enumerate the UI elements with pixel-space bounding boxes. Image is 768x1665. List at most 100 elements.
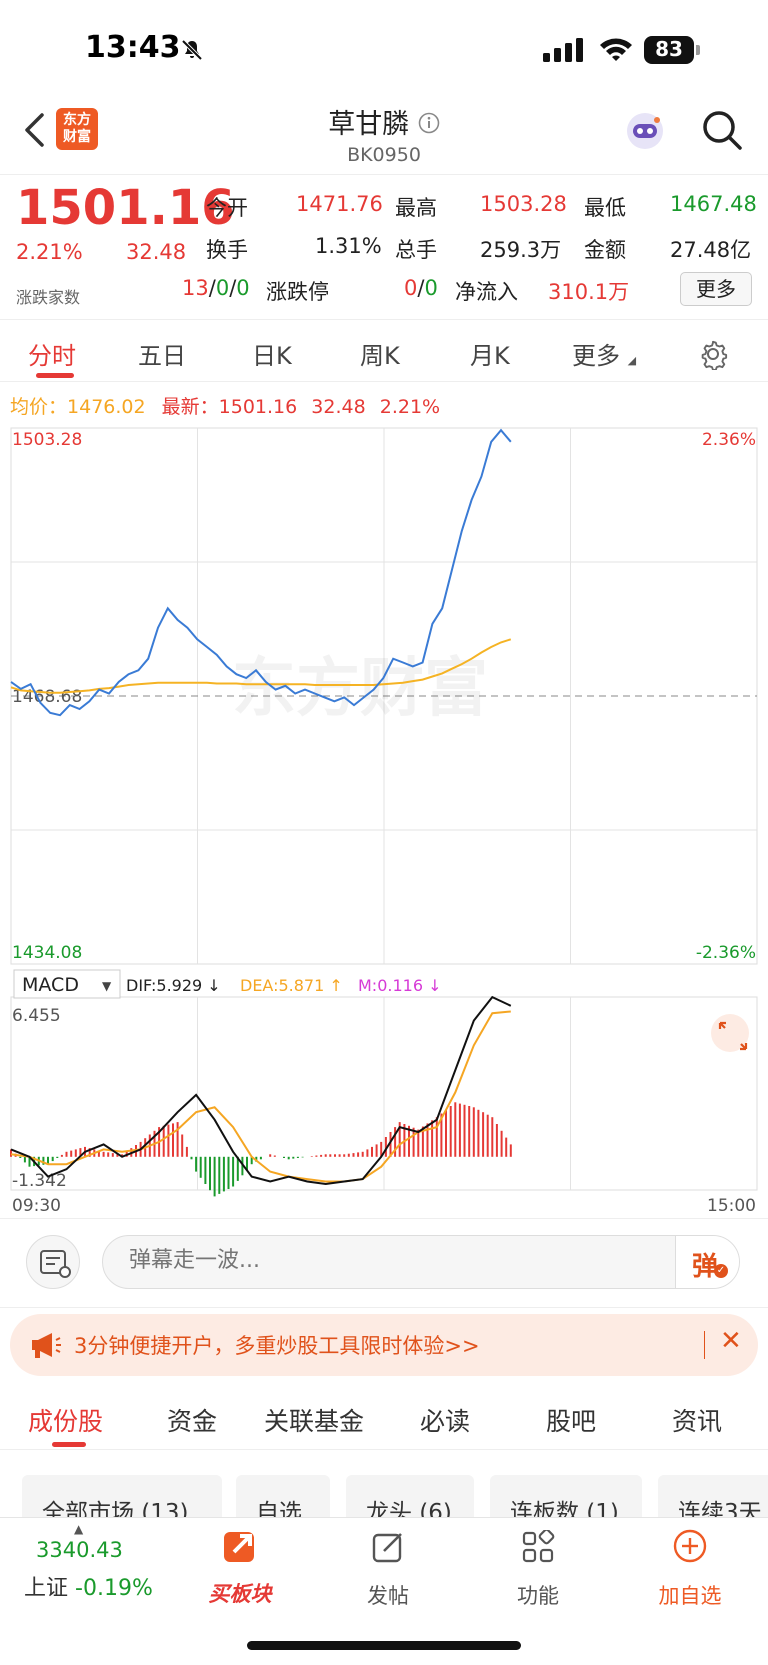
intraday-chart[interactable]: 1503.28 2.36% 1468.68 1434.08 -2.36% 东方财…: [0, 420, 768, 1220]
netflow-label: 净流入: [455, 280, 518, 304]
macd-dropdown-icon: ▼: [102, 979, 112, 993]
separator: /: [229, 276, 237, 300]
subtab-funds[interactable]: 资金: [167, 1407, 218, 1436]
tab-intraday[interactable]: 分时: [28, 342, 76, 370]
cellular-signal-icon: [543, 38, 583, 62]
danmu-input[interactable]: [129, 1248, 649, 1273]
separator: /: [417, 276, 425, 300]
tab-daily-k[interactable]: 日K: [252, 342, 292, 370]
buy-block-icon: [224, 1532, 254, 1562]
price-line: [10, 428, 512, 717]
macd-bottom-label: -1.342: [12, 1171, 67, 1191]
amount-value: 27.48亿: [670, 238, 752, 262]
plus-circle-icon: [673, 1529, 707, 1563]
robot-assistant-icon[interactable]: [624, 110, 666, 152]
latest-pct: 2.21%: [379, 396, 441, 418]
average-price-line: [10, 638, 512, 694]
x-axis-end-label: 15:00: [707, 1196, 756, 1216]
post-label: 发帖: [367, 1584, 409, 1608]
avg-value: 1476.02: [67, 396, 146, 418]
buy-block-label: 买板块: [208, 1582, 272, 1606]
back-icon[interactable]: [22, 112, 46, 148]
chart-grid: [10, 427, 758, 965]
open-label: 今开: [206, 196, 248, 220]
rise-count: 13: [182, 276, 209, 300]
comment-settings-icon: [40, 1250, 71, 1278]
macd-top-label: 6.455: [12, 1006, 61, 1026]
functions-button[interactable]: 功能: [488, 1518, 588, 1618]
y-axis-bottom-label: 1434.08: [12, 943, 82, 963]
danmu-button-label: 弹: [692, 1252, 719, 1282]
latest-change: 32.48: [311, 396, 366, 418]
danmu-input-wrapper: 弹 ✓: [102, 1235, 740, 1289]
low-value: 1467.48: [670, 192, 757, 216]
battery-icon: 83: [644, 36, 700, 64]
active-tab-indicator: [36, 373, 74, 378]
current-price: 1501.16: [16, 180, 235, 236]
tab-five-day[interactable]: 五日: [138, 342, 186, 370]
macd-histogram: [10, 1102, 512, 1197]
index-widget[interactable]: ▲ 3340.43 上证 -0.19%: [0, 1518, 176, 1618]
open-value: 1471.76: [296, 192, 383, 216]
more-button[interactable]: 更多: [680, 272, 752, 306]
info-icon[interactable]: [418, 112, 440, 134]
up-arrow-icon: ▲: [74, 1522, 84, 1536]
page-title: 草甘膦: [0, 102, 768, 141]
index-change: -0.19%: [75, 1576, 153, 1601]
limit-label: 涨跌停: [266, 280, 329, 304]
index-name: 上证: [24, 1576, 69, 1601]
home-indicator: [247, 1641, 521, 1650]
dif-line: [10, 995, 512, 1186]
chart-info: 均价：1476.02 最新：1501.16 32.48 2.21%: [10, 392, 440, 419]
flat-count: 0: [215, 276, 230, 300]
promo-banner[interactable]: 3分钟便捷开户，多重炒股工具限时体验>> ✕: [10, 1314, 758, 1376]
netflow-value: 310.1万: [548, 280, 630, 304]
macd-dea: DEA:5.871 ↑: [240, 976, 343, 995]
y-axis-top-label: 1503.28: [12, 430, 82, 450]
block-name: 草甘膦: [328, 109, 410, 140]
post-button[interactable]: 发帖: [338, 1518, 438, 1618]
subtab-constituents[interactable]: 成份股: [28, 1407, 104, 1436]
close-icon[interactable]: ✕: [720, 1326, 742, 1356]
volume-label: 总手: [395, 238, 437, 262]
separator: /: [208, 276, 216, 300]
subtab-news[interactable]: 资讯: [672, 1407, 723, 1436]
tab-more[interactable]: 更多 ◢: [572, 336, 636, 371]
subtab-must-read[interactable]: 必读: [420, 1407, 471, 1436]
comment-settings-button[interactable]: [26, 1235, 80, 1289]
fall-count: 0: [236, 276, 250, 300]
danmu-send-button[interactable]: 弹 ✓: [675, 1236, 739, 1288]
avg-label: 均价：: [10, 396, 68, 418]
macd-label: MACD: [22, 974, 79, 996]
change-percent: 2.21%: [16, 240, 83, 264]
tab-weekly-k[interactable]: 周K: [360, 342, 400, 370]
latest-label: 最新：: [161, 396, 219, 418]
dea-line: [10, 1010, 511, 1183]
wifi-icon: [600, 38, 632, 61]
active-subtab-indicator: [52, 1442, 86, 1447]
grid-icon: [522, 1530, 555, 1563]
chart-tabs: 分时 五日 日K 周K 月K 更多 ◢: [0, 322, 768, 382]
turnover-label: 换手: [206, 238, 248, 262]
add-watchlist-button[interactable]: 加自选: [640, 1518, 740, 1618]
block-code: BK0950: [347, 144, 421, 166]
tab-monthly-k[interactable]: 月K: [470, 342, 510, 370]
limit-down: 0: [424, 276, 438, 300]
comment-bar: 弹 ✓: [0, 1218, 768, 1308]
quote-panel: 1501.16 2.21% 32.48 涨跌家数 今开 1471.76 最高 1…: [0, 176, 768, 320]
header: 东方 财富 草甘膦 BK0950: [0, 100, 768, 175]
search-icon[interactable]: [700, 108, 744, 152]
x-axis-start-label: 09:30: [12, 1196, 61, 1216]
status-bar: 13:43 83: [0, 0, 768, 100]
buy-block-button[interactable]: 买板块: [190, 1518, 290, 1618]
high-value: 1503.28: [480, 192, 567, 216]
bottom-nav: ▲ 3340.43 上证 -0.19% 买板块 发帖 功能: [0, 1517, 768, 1665]
subtab-related-funds[interactable]: 关联基金: [264, 1407, 365, 1436]
gear-icon[interactable]: [697, 338, 729, 370]
macd-dif: DIF:5.929 ↓: [126, 976, 221, 995]
amount-label: 金额: [584, 238, 626, 262]
limit-up: 0: [404, 276, 418, 300]
index-line: 上证 -0.19%: [24, 1570, 153, 1602]
logo-line2: 财富: [63, 129, 91, 145]
subtab-forum[interactable]: 股吧: [546, 1407, 597, 1436]
